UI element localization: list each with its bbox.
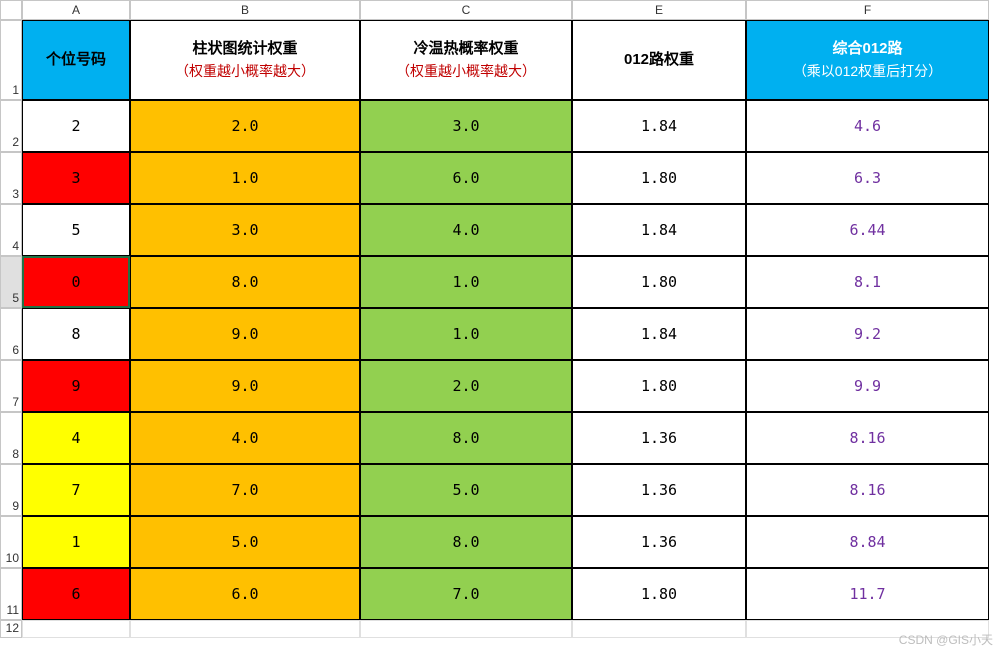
row-header-11[interactable]: 11 <box>0 568 22 620</box>
header-cell-col3: 012路权重 <box>572 20 746 100</box>
header-cell-col2: 冷温热概率权重（权重越小概率越大） <box>360 20 572 100</box>
cell-A5[interactable]: 0 <box>22 256 130 308</box>
watermark-text: CSDN @GIS小天 <box>899 631 993 648</box>
cell-C2[interactable]: 3.0 <box>360 100 572 152</box>
cell-A3[interactable]: 3 <box>22 152 130 204</box>
cell-B11[interactable]: 6.0 <box>130 568 360 620</box>
cell-C7[interactable]: 2.0 <box>360 360 572 412</box>
empty-cell-r12-c1[interactable] <box>130 620 360 638</box>
header-sub: （乘以012权重后打分） <box>793 61 942 82</box>
cell-A10[interactable]: 1 <box>22 516 130 568</box>
cell-E11[interactable]: 1.80 <box>572 568 746 620</box>
column-header-E[interactable]: E <box>572 0 746 20</box>
cell-B3[interactable]: 1.0 <box>130 152 360 204</box>
header-main: 柱状图统计权重 <box>192 38 297 61</box>
column-header-F[interactable]: F <box>746 0 989 20</box>
spreadsheet-grid[interactable]: ABCEF1个位号码柱状图统计权重（权重越小概率越大）冷温热概率权重（权重越小概… <box>0 0 1001 638</box>
cell-E7[interactable]: 1.80 <box>572 360 746 412</box>
cell-A8[interactable]: 4 <box>22 412 130 464</box>
cell-E5[interactable]: 1.80 <box>572 256 746 308</box>
cell-B10[interactable]: 5.0 <box>130 516 360 568</box>
cell-F5[interactable]: 8.1 <box>746 256 989 308</box>
cell-B2[interactable]: 2.0 <box>130 100 360 152</box>
row-header-9[interactable]: 9 <box>0 464 22 516</box>
header-cell-col1: 柱状图统计权重（权重越小概率越大） <box>130 20 360 100</box>
row-header-6[interactable]: 6 <box>0 308 22 360</box>
cell-E6[interactable]: 1.84 <box>572 308 746 360</box>
cell-C10[interactable]: 8.0 <box>360 516 572 568</box>
header-main: 综合012路 <box>832 38 902 61</box>
row-header-4[interactable]: 4 <box>0 204 22 256</box>
cell-A2[interactable]: 2 <box>22 100 130 152</box>
cell-A11[interactable]: 6 <box>22 568 130 620</box>
cell-C3[interactable]: 6.0 <box>360 152 572 204</box>
cell-F9[interactable]: 8.16 <box>746 464 989 516</box>
header-sub: （权重越小概率越大） <box>175 61 315 82</box>
cell-B5[interactable]: 8.0 <box>130 256 360 308</box>
row-header-7[interactable]: 7 <box>0 360 22 412</box>
row-header-5[interactable]: 5 <box>0 256 22 308</box>
corner-cell <box>0 0 22 20</box>
row-header-1[interactable]: 1 <box>0 20 22 100</box>
cell-B7[interactable]: 9.0 <box>130 360 360 412</box>
cell-F10[interactable]: 8.84 <box>746 516 989 568</box>
cell-A9[interactable]: 7 <box>22 464 130 516</box>
empty-cell-r12-c0[interactable] <box>22 620 130 638</box>
header-sub: （权重越小概率越大） <box>396 61 536 82</box>
cell-C11[interactable]: 7.0 <box>360 568 572 620</box>
cell-B6[interactable]: 9.0 <box>130 308 360 360</box>
row-header-12[interactable]: 12 <box>0 620 22 638</box>
cell-C4[interactable]: 4.0 <box>360 204 572 256</box>
cell-E2[interactable]: 1.84 <box>572 100 746 152</box>
cell-C9[interactable]: 5.0 <box>360 464 572 516</box>
cell-C5[interactable]: 1.0 <box>360 256 572 308</box>
empty-cell-r12-c2[interactable] <box>360 620 572 638</box>
cell-A6[interactable]: 8 <box>22 308 130 360</box>
row-header-10[interactable]: 10 <box>0 516 22 568</box>
cell-A7[interactable]: 9 <box>22 360 130 412</box>
cell-F6[interactable]: 9.2 <box>746 308 989 360</box>
header-main: 012路权重 <box>624 49 694 72</box>
cell-B8[interactable]: 4.0 <box>130 412 360 464</box>
header-main: 个位号码 <box>46 49 106 72</box>
header-cell-col4: 综合012路（乘以012权重后打分） <box>746 20 989 100</box>
cell-F7[interactable]: 9.9 <box>746 360 989 412</box>
column-header-B[interactable]: B <box>130 0 360 20</box>
header-cell-col0: 个位号码 <box>22 20 130 100</box>
cell-B4[interactable]: 3.0 <box>130 204 360 256</box>
empty-cell-r12-c3[interactable] <box>572 620 746 638</box>
row-header-2[interactable]: 2 <box>0 100 22 152</box>
cell-B9[interactable]: 7.0 <box>130 464 360 516</box>
cell-E9[interactable]: 1.36 <box>572 464 746 516</box>
cell-E4[interactable]: 1.84 <box>572 204 746 256</box>
cell-A4[interactable]: 5 <box>22 204 130 256</box>
cell-F8[interactable]: 8.16 <box>746 412 989 464</box>
cell-F11[interactable]: 11.7 <box>746 568 989 620</box>
row-header-3[interactable]: 3 <box>0 152 22 204</box>
cell-E8[interactable]: 1.36 <box>572 412 746 464</box>
cell-E10[interactable]: 1.36 <box>572 516 746 568</box>
column-header-A[interactable]: A <box>22 0 130 20</box>
column-header-C[interactable]: C <box>360 0 572 20</box>
cell-F2[interactable]: 4.6 <box>746 100 989 152</box>
row-header-8[interactable]: 8 <box>0 412 22 464</box>
cell-F4[interactable]: 6.44 <box>746 204 989 256</box>
cell-C8[interactable]: 8.0 <box>360 412 572 464</box>
cell-E3[interactable]: 1.80 <box>572 152 746 204</box>
cell-F3[interactable]: 6.3 <box>746 152 989 204</box>
header-main: 冷温热概率权重 <box>413 38 518 61</box>
cell-C6[interactable]: 1.0 <box>360 308 572 360</box>
